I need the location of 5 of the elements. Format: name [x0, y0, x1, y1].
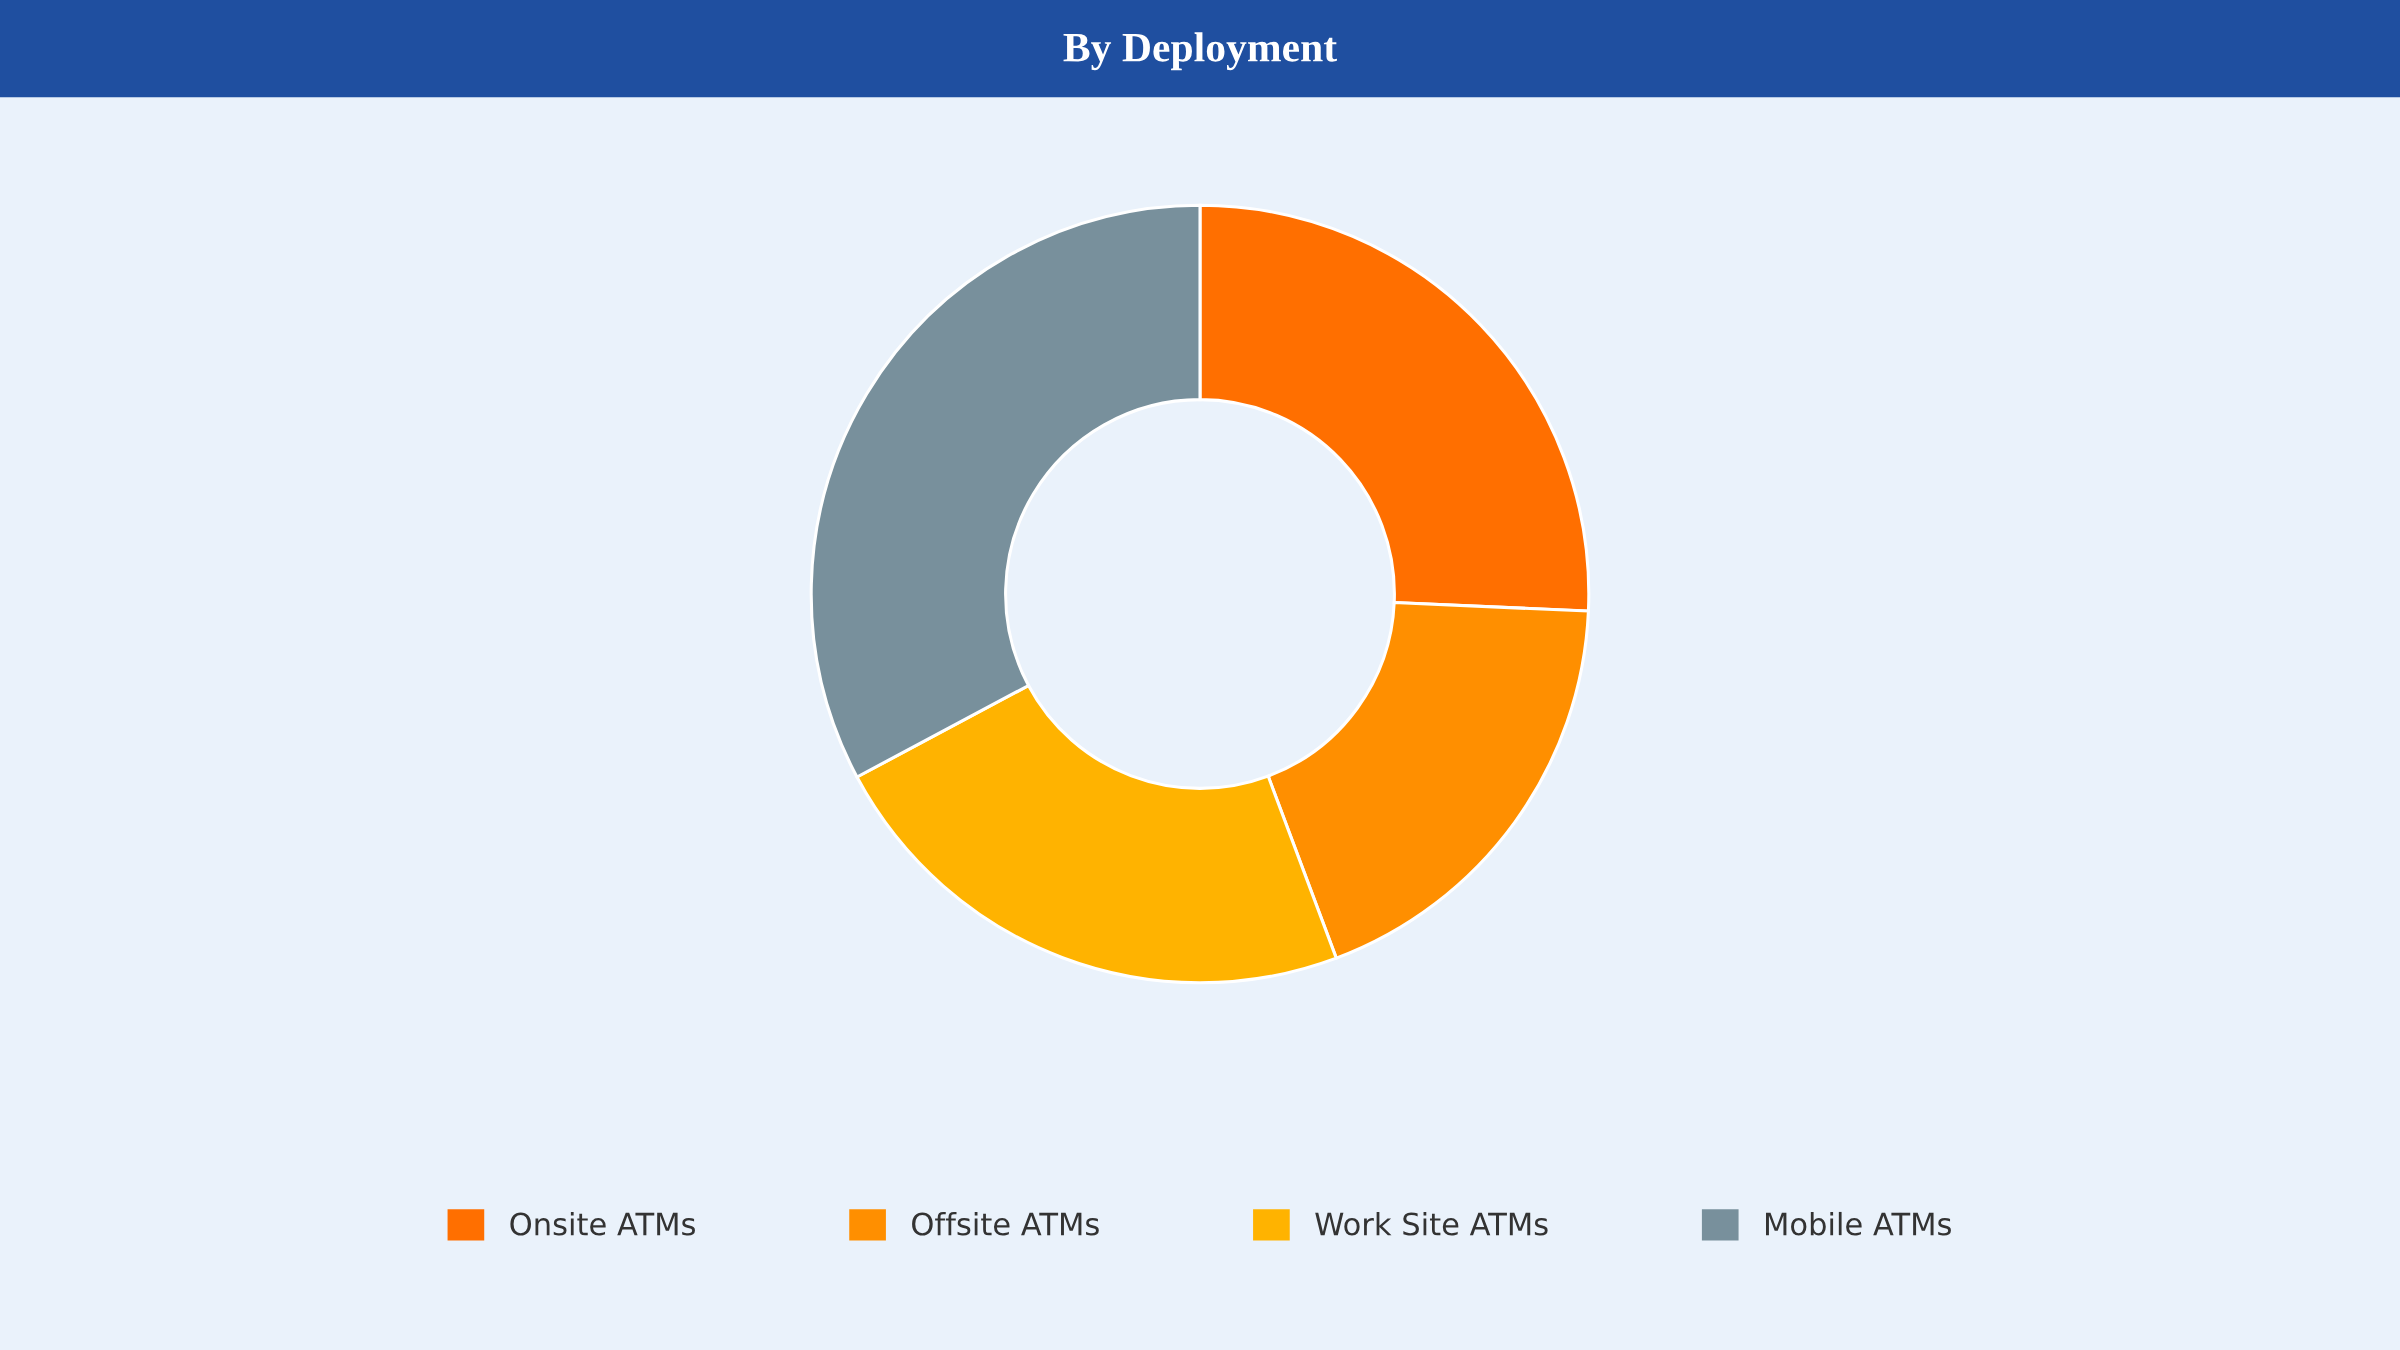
chart-title: By Deployment: [1063, 32, 1337, 71]
legend-label: Offsite ATMs: [912, 1211, 1099, 1236]
legend-label: Onsite ATMs: [510, 1211, 695, 1236]
legend-label: Work Site ATMs: [1315, 1211, 1548, 1236]
legend-label: Mobile ATMs: [1766, 1211, 1951, 1236]
